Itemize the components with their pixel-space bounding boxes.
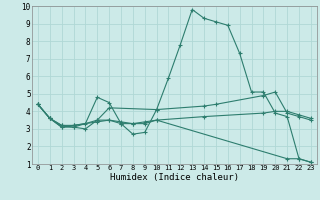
X-axis label: Humidex (Indice chaleur): Humidex (Indice chaleur) bbox=[110, 173, 239, 182]
